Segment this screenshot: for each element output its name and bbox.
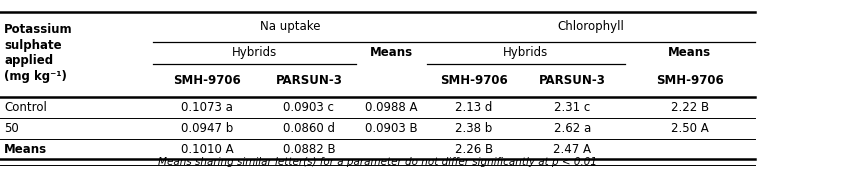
Text: 2.26 B: 2.26 B	[455, 143, 492, 156]
Text: 0.0988 A: 0.0988 A	[366, 101, 418, 114]
Text: Potassium
sulphate
applied
(mg kg⁻¹): Potassium sulphate applied (mg kg⁻¹)	[4, 23, 73, 83]
Text: Hybrids: Hybrids	[232, 46, 277, 59]
Text: 0.0903 B: 0.0903 B	[366, 122, 418, 135]
Text: Chlorophyll: Chlorophyll	[558, 21, 625, 33]
Text: Hybrids: Hybrids	[504, 46, 548, 59]
Text: 2.38 b: 2.38 b	[455, 122, 492, 135]
Text: SMH-9706: SMH-9706	[173, 74, 241, 87]
Text: SMH-9706: SMH-9706	[656, 74, 723, 87]
Text: 0.0882 B: 0.0882 B	[282, 143, 335, 156]
Text: 50: 50	[4, 122, 19, 135]
Text: 2.50 A: 2.50 A	[671, 122, 709, 135]
Text: SMH-9706: SMH-9706	[440, 74, 507, 87]
Text: 0.0860 d: 0.0860 d	[283, 122, 335, 135]
Text: Means sharing similar letter(s) for a parameter do not differ significantly at p: Means sharing similar letter(s) for a pa…	[158, 157, 597, 167]
Text: 2.31 c: 2.31 c	[554, 101, 590, 114]
Text: 0.1010 A: 0.1010 A	[181, 143, 233, 156]
Text: 2.22 B: 2.22 B	[671, 101, 709, 114]
Text: PARSUN-3: PARSUN-3	[275, 74, 342, 87]
Text: 0.0947 b: 0.0947 b	[181, 122, 233, 135]
Text: PARSUN-3: PARSUN-3	[539, 74, 606, 87]
Text: 2.62 a: 2.62 a	[553, 122, 591, 135]
Text: Means: Means	[4, 143, 47, 156]
Text: 0.0903 c: 0.0903 c	[283, 101, 335, 114]
Text: Control: Control	[4, 101, 47, 114]
Text: 0.1073 a: 0.1073 a	[181, 101, 233, 114]
Text: Na uptake: Na uptake	[260, 21, 320, 33]
Text: Means: Means	[668, 46, 711, 59]
Text: 2.13 d: 2.13 d	[455, 101, 492, 114]
Text: Means: Means	[370, 46, 414, 59]
Text: 2.47 A: 2.47 A	[553, 143, 591, 156]
